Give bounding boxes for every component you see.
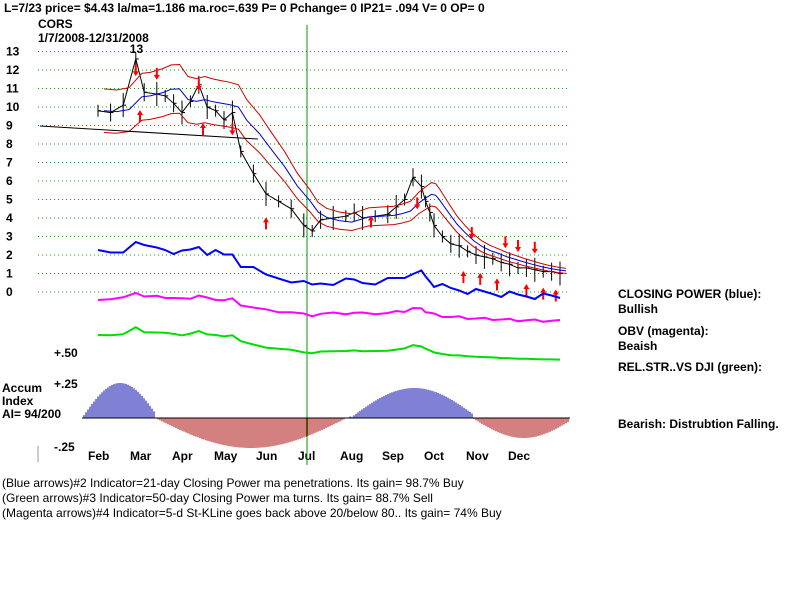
sell-arrow <box>132 64 139 77</box>
closing-power-line <box>97 240 561 301</box>
obv-line <box>97 291 561 323</box>
y-tick-label: 5 <box>6 193 13 207</box>
sell-arrow <box>468 227 475 239</box>
lower-band-line <box>103 112 567 274</box>
footer-line-3: (Magenta arrows)#4 Indicator=5-d St-KLin… <box>2 506 502 520</box>
y-tick-label: 13 <box>6 45 20 59</box>
buy-arrow <box>494 278 500 291</box>
buy-arrow <box>523 283 530 296</box>
sell-arrow <box>195 79 202 91</box>
y-tick-label: 9 <box>6 119 13 133</box>
buy-arrow <box>368 215 374 228</box>
status-line: L=7/23 price= $4.43 la/ma=1.186 ma.roc=.… <box>4 1 485 15</box>
buy-arrow <box>263 217 269 230</box>
month-label: Oct <box>424 449 444 463</box>
price-annotation: 13 <box>130 42 144 56</box>
month-label: Sep <box>382 449 404 463</box>
sell-arrow <box>229 123 236 136</box>
upper-band-line <box>103 63 567 269</box>
sell-arrow <box>414 197 421 210</box>
month-label: Jun <box>256 449 277 463</box>
sell-arrow <box>531 241 538 254</box>
sell-arrow <box>515 239 521 252</box>
rs-level-pos50: +.50 <box>54 346 78 360</box>
closing-power-value: Bullish <box>618 302 659 316</box>
closing-power-label: CLOSING POWER (blue): <box>618 287 762 301</box>
accum-title-2: Index <box>2 394 34 408</box>
month-label: Feb <box>88 449 109 463</box>
relative-strength-line <box>97 326 561 361</box>
y-tick-label: 8 <box>6 137 13 151</box>
accum-title-1: Accum <box>2 381 43 395</box>
buy-arrow <box>460 271 467 283</box>
buy-arrow <box>200 123 206 135</box>
obv-label: OBV (magenta): <box>618 324 709 338</box>
date-range: 1/7/2008-12/31/2008 <box>38 31 149 45</box>
month-label: Apr <box>172 449 193 463</box>
month-label: Dec <box>508 449 530 463</box>
accum-level-neg25: -.25 <box>54 440 75 454</box>
y-tick-label: 2 <box>6 248 13 262</box>
sell-arrow <box>502 236 509 249</box>
buy-arrow <box>137 110 143 123</box>
moving-average-line <box>103 88 567 272</box>
relstr-label: REL.STR..VS DJI (green): <box>618 360 763 374</box>
buy-arrow <box>552 289 559 302</box>
month-label: Mar <box>130 449 152 463</box>
accum-level-pos25: +.25 <box>54 377 78 391</box>
ticker-symbol: CORS <box>38 17 73 31</box>
trendline <box>39 125 259 140</box>
accum-note: Bearish: Distrubtion Falling. <box>618 417 779 431</box>
accum-ai-text: AI= 94/200 <box>2 407 62 421</box>
y-tick-label: 0 <box>6 285 13 299</box>
obv-value: Beaish <box>618 339 658 353</box>
y-tick-label: 10 <box>6 100 20 114</box>
y-tick-label: 11 <box>6 82 19 96</box>
sell-arrow <box>153 67 160 80</box>
y-tick-label: 7 <box>6 156 13 170</box>
footer-line-1: (Blue arrows)#2 Indicator=21-day Closing… <box>2 476 464 490</box>
footer-line-2: (Green arrows)#3 Indicator=50-day Closin… <box>2 491 433 505</box>
month-label: Nov <box>466 449 489 463</box>
y-tick-label: 6 <box>6 174 13 188</box>
y-tick-label: 4 <box>6 211 13 225</box>
y-tick-label: 1 <box>6 267 13 281</box>
buy-arrow <box>477 272 484 285</box>
y-tick-label: 12 <box>6 63 20 77</box>
y-tick-label: 3 <box>6 230 13 244</box>
month-label: Aug <box>340 449 363 463</box>
month-label: May <box>214 449 238 463</box>
